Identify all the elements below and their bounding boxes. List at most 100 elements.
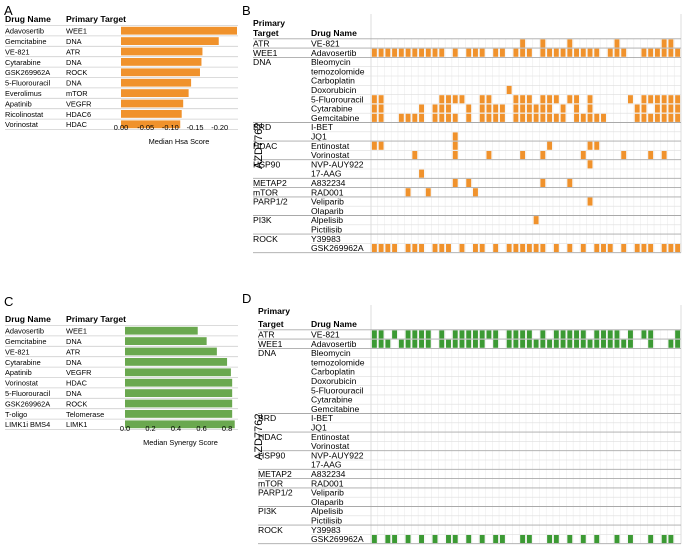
panel-b-drug-label: JQ1 — [311, 132, 327, 142]
panel-d-cell — [627, 535, 633, 544]
panel-a-target-label: ATR — [66, 47, 80, 56]
panel-b-cell — [540, 95, 546, 104]
panel-d-cell — [627, 330, 633, 339]
panel-b-cell — [540, 151, 546, 160]
panel-a-bar-chart: Drug Name Primary Target Adavosertib WEE1 Ge… — [5, 14, 238, 146]
panel-a-bar — [121, 89, 189, 97]
panel-b-cell — [452, 178, 458, 187]
panel-b-cell — [601, 113, 606, 122]
panel-d-cell — [553, 339, 559, 348]
panel-b-drug-label: Carboplatin — [311, 76, 355, 86]
panel-b-cell — [547, 95, 553, 104]
panel-b-cell — [567, 39, 573, 48]
panel-b-drug-label: NVP-AUY922 — [311, 159, 364, 169]
panel-c-drug-name-label: VE-821 — [5, 347, 30, 356]
panel-b-drug-label: Bleomycin — [311, 57, 351, 67]
panel-d-cell — [614, 330, 620, 339]
panel-b-cell — [567, 48, 573, 57]
panel-d-target-label: DNA — [258, 348, 276, 358]
panel-b-cell — [526, 113, 532, 122]
panel-d-cell — [479, 339, 485, 348]
panel-b-cell — [439, 244, 445, 253]
panel-c-x-tick-label: 0.8 — [222, 424, 232, 433]
panel-a-bar — [121, 78, 192, 87]
panel-b-cell — [560, 113, 566, 122]
panel-b-drug-label: Adavosertib — [311, 48, 357, 58]
panel-a-x-tick-label: -0.05 — [137, 123, 154, 132]
panel-b-cell — [567, 178, 573, 187]
panel-d-cell — [371, 330, 377, 339]
panel-b-cell — [506, 244, 512, 253]
panel-d-drug-label: NVP-AUY922 — [311, 450, 364, 460]
panel-b-cell — [432, 244, 438, 253]
panel-b-drug-label: 5-Fluorouracil — [311, 94, 364, 104]
panel-b-cell — [574, 95, 580, 104]
panel-c-target-label: HDAC — [66, 379, 88, 388]
panel-b-cell — [385, 48, 391, 57]
panel-b-cell — [594, 48, 600, 57]
panel-c-bar — [125, 326, 198, 335]
panel-b-cell — [371, 141, 377, 150]
panel-d-cell — [580, 339, 586, 348]
panel-c-target-label: Telomerase — [66, 410, 104, 419]
panel-a-target-label: HDAC6 — [66, 110, 91, 119]
panel-b-cell — [405, 113, 411, 122]
panel-d-cell — [526, 330, 532, 339]
panel-b-header-drug-name: Drug Name — [311, 28, 357, 38]
panel-b-cell — [452, 48, 458, 57]
panel-b-cell — [459, 95, 465, 104]
panel-c-drug-name-label: GSK269962A — [5, 399, 50, 408]
panel-d-target-label: ATR — [258, 330, 275, 340]
panel-b-cell — [493, 244, 499, 253]
panel-b-cell — [446, 95, 451, 104]
panel-b-cell — [634, 113, 640, 122]
panel-d-cell — [385, 535, 391, 544]
panel-b-cell — [661, 244, 667, 253]
panel-b-cell — [452, 113, 458, 122]
panel-d-row-axis-label: AZD7762 — [253, 414, 265, 460]
panel-d-cell — [675, 330, 681, 339]
panel-d-cell — [574, 330, 580, 339]
panel-b-target-label: HDAC — [253, 141, 277, 151]
panel-b-drug-label: Y39983 — [311, 234, 341, 244]
panel-b-cell — [641, 104, 647, 113]
panel-c-bar — [125, 358, 228, 366]
panel-d-drug-label: A832234 — [311, 469, 346, 479]
panel-d-cell — [607, 330, 613, 339]
panel-b-cell — [520, 104, 526, 113]
panel-b-cell — [378, 104, 384, 113]
panel-c-target-label: ATR — [66, 347, 80, 356]
panel-c-bar — [125, 347, 217, 356]
panel-b-cell — [641, 113, 647, 122]
panel-b-cell — [513, 95, 519, 104]
panel-b-cell — [553, 113, 559, 122]
panel-b-cell — [486, 95, 492, 104]
panel-c-x-tick-label: 0.2 — [145, 424, 155, 433]
panel-d-cell — [371, 535, 377, 544]
panel-d-cell — [560, 330, 566, 339]
panel-b-cell — [675, 113, 681, 122]
panel-c-target-label: DNA — [66, 358, 82, 367]
panel-b-cell — [661, 39, 667, 48]
panel-d-cell — [452, 330, 458, 339]
panel-b-cell — [587, 48, 593, 57]
panel-d-cell — [392, 330, 398, 339]
panel-d-drug-label: 5-Fluorouracil — [311, 385, 364, 395]
panel-d-drug-label: Cytarabine — [311, 395, 353, 405]
panel-b-cell — [378, 244, 384, 253]
panel-c-drug-name-label: T-oligo — [5, 410, 27, 419]
panel-d-cell — [459, 339, 465, 348]
panel-d-target-label: BRD — [258, 413, 276, 423]
panel-b-cell — [526, 104, 532, 113]
panel-a-header-drug-name: Drug Name — [5, 14, 51, 24]
panel-b-cell — [398, 48, 404, 57]
panel-b-cell — [459, 244, 465, 253]
panel-b-cell — [587, 160, 593, 169]
panel-b-cell — [668, 95, 674, 104]
panel-d-cell — [567, 330, 573, 339]
panel-a-target-label: ROCK — [66, 68, 87, 77]
panel-b-cell — [567, 244, 573, 253]
panel-d-cell — [594, 339, 600, 348]
panel-b-cell — [513, 244, 519, 253]
panel-d-cell — [594, 330, 600, 339]
